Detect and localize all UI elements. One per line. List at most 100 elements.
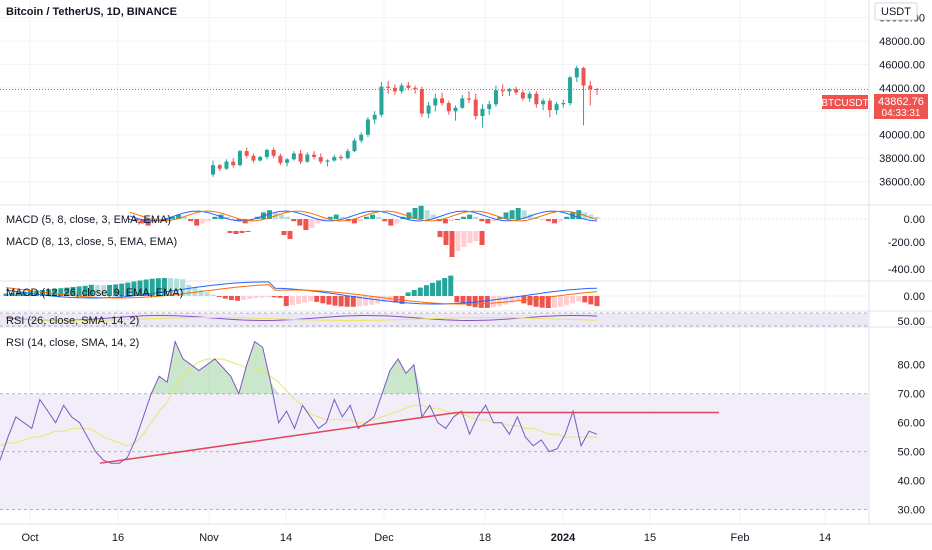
time-tick-label: 2024 (551, 532, 576, 544)
rsi-14-panel (0, 339, 598, 464)
histogram-bar (131, 281, 137, 296)
histogram-bar (127, 219, 133, 220)
histogram-bar (259, 296, 265, 298)
histogram-bar (204, 292, 210, 296)
histogram-bar (539, 219, 545, 220)
symbol-title: Bitcoin / TetherUS, 1D, BINANCE (6, 6, 177, 18)
histogram-bar (564, 296, 570, 306)
macd-8-13-legend[interactable]: MACD (8, 13, close, 5, EMA, EMA) (6, 236, 177, 248)
histogram-bar (212, 216, 218, 219)
histogram-bar (381, 296, 387, 303)
time-axis[interactable]: Oct 16 Nov 14 Dec 18 2024 15 Feb 14 (21, 532, 831, 544)
histogram-bar (527, 214, 533, 219)
histogram-bar (228, 296, 234, 301)
histogram-bar (533, 296, 539, 307)
histogram-bar (168, 278, 174, 296)
histogram-bar (192, 287, 198, 296)
candle-body (595, 89, 599, 91)
macd-12-26-legend[interactable]: MACD (12, 26, close, 9, EMA, EMA) (6, 287, 183, 299)
rsi-14-legend[interactable]: RSI (14, close, SMA, 14, 2) (6, 337, 139, 349)
histogram-bar (308, 296, 314, 302)
histogram-bar (449, 231, 455, 257)
histogram-bar (370, 214, 376, 219)
histogram-bar (309, 219, 315, 228)
price-tick-label: 48000.00 (879, 36, 925, 48)
time-tick-label: 18 (479, 532, 491, 544)
candle-body (460, 98, 465, 108)
histogram-bar (194, 219, 200, 226)
histogram-bar (430, 214, 436, 219)
histogram-bar (448, 275, 454, 296)
histogram-bar (417, 287, 423, 296)
macd2-tick-label: -200.00 (888, 237, 925, 249)
histogram-bar (279, 214, 285, 219)
candle-body (473, 99, 478, 116)
candle-body (547, 100, 552, 111)
histogram-bar (588, 296, 594, 305)
candle-body (487, 104, 492, 109)
last-price-text: 43862.76 (878, 96, 924, 108)
histogram-bar (351, 219, 357, 224)
histogram-bar (545, 219, 551, 222)
time-tick-label: Nov (199, 532, 219, 544)
histogram-bar (376, 216, 382, 219)
trend-lines[interactable] (99, 411, 719, 464)
histogram-bar (327, 216, 333, 219)
macd-12-26-panel (0, 275, 869, 308)
histogram-bar (485, 219, 491, 224)
histogram-bar (388, 219, 394, 226)
candle-body (251, 155, 256, 161)
candle-body (406, 85, 411, 88)
histogram-bar (303, 219, 309, 230)
countdown-text: 04:33:31 (882, 108, 921, 119)
macd3-tick-label: 0.00 (904, 291, 925, 303)
candle-body (520, 92, 525, 99)
price-tick-label: 46000.00 (879, 59, 925, 71)
histogram-bar (235, 296, 241, 301)
histogram-bar (315, 219, 321, 224)
candle-body (237, 151, 242, 166)
candle-body (298, 153, 303, 162)
macd-5-8-panel (0, 205, 869, 230)
time-tick-label: 15 (644, 532, 656, 544)
histogram-bar (364, 216, 370, 219)
candle-body (534, 93, 539, 105)
histogram-bar (176, 214, 182, 219)
macd-5-8-legend[interactable]: MACD (5, 8, close, 3, EMA, EMA) (6, 214, 171, 226)
candle-body (541, 100, 546, 105)
time-tick-label: 16 (112, 532, 124, 544)
candle-body (426, 105, 431, 114)
histogram-bar (454, 296, 460, 303)
candle-body (285, 159, 290, 163)
histogram-bar (362, 296, 368, 306)
histogram-bar (491, 219, 497, 222)
histogram-bar (503, 212, 509, 219)
histogram-bar (137, 280, 143, 296)
rsi-tick-label: 60.00 (897, 418, 925, 430)
symbol-price-tag: BTCUSDT 43862.76 04:33:31 (821, 94, 928, 119)
histogram-bar (94, 285, 100, 296)
candle-body (554, 104, 559, 111)
histogram-bar (503, 296, 509, 305)
candle-body (312, 154, 317, 157)
macd-line (129, 210, 598, 222)
histogram-bar (161, 278, 167, 296)
histogram-bar (277, 296, 283, 298)
candle-body (453, 107, 458, 112)
histogram-bar (302, 296, 308, 303)
candle-body (372, 114, 377, 120)
histogram-bar (442, 278, 448, 296)
histogram-bar (3, 293, 9, 296)
histogram-bar (40, 290, 46, 296)
histogram-bar (350, 296, 356, 307)
time-tick-label: 14 (280, 532, 292, 544)
candle-body (574, 67, 579, 78)
rsi-26-legend[interactable]: RSI (26, close, SMA, 14, 2) (6, 315, 139, 327)
currency-button[interactable] (874, 2, 918, 21)
candle-body (365, 119, 370, 135)
histogram-bar (287, 231, 293, 239)
histogram-bar (125, 282, 131, 296)
candle-body (446, 103, 451, 112)
histogram-bar (594, 296, 600, 307)
